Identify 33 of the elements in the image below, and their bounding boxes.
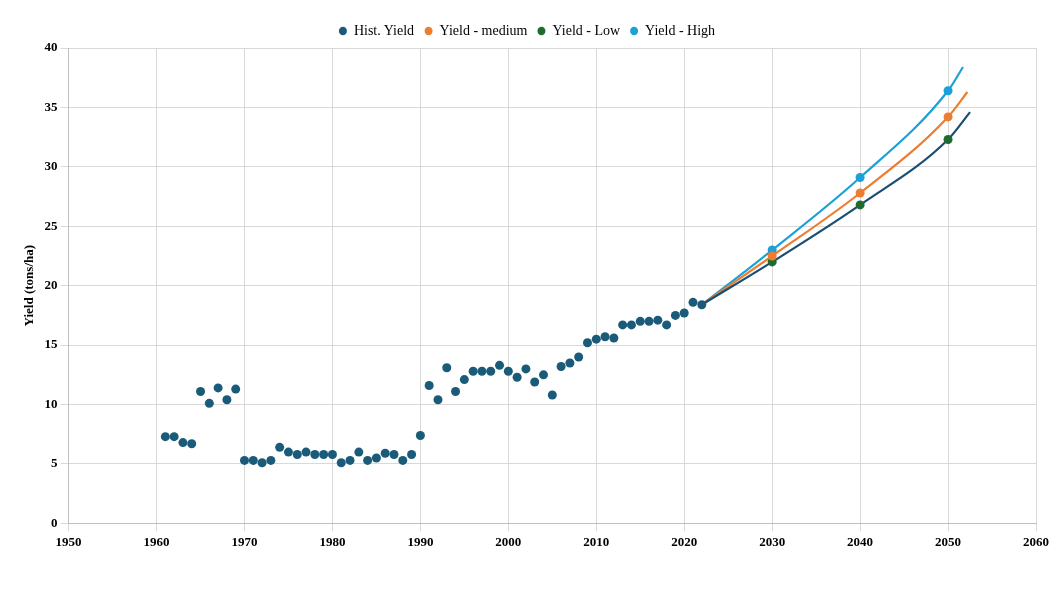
y-tick-label: 5 xyxy=(51,455,59,471)
y-tick-label: 40 xyxy=(44,39,58,55)
point xyxy=(943,135,953,145)
x-tick-label: 1970 xyxy=(231,533,258,549)
legend-label: Yield - medium xyxy=(439,22,528,38)
y-tick-label: 10 xyxy=(44,395,58,411)
x-tick-label: 2010 xyxy=(583,533,610,549)
x-tick-label: 2020 xyxy=(671,533,698,549)
x-tick-label: 1950 xyxy=(55,533,82,549)
point xyxy=(943,86,953,96)
point xyxy=(855,188,865,198)
y-tick-label: 20 xyxy=(44,277,58,293)
x-tick-label: 1990 xyxy=(407,533,434,549)
point xyxy=(943,112,953,122)
y-tick-label: 0 xyxy=(51,514,58,530)
y-tick-label: 25 xyxy=(44,217,59,233)
y-axis-title: Yield (tons/ha) xyxy=(21,244,37,327)
y-tick-label: 35 xyxy=(44,98,59,114)
x-tick-label: 2030 xyxy=(759,533,786,549)
legend-label: Hist. Yield xyxy=(353,22,415,38)
x-tick-label: 2050 xyxy=(935,533,962,549)
point xyxy=(855,200,865,210)
legend-label: Yield - Low xyxy=(552,22,621,38)
y-tick-label: 30 xyxy=(44,158,58,174)
legend-label: Yield - High xyxy=(645,22,716,38)
point xyxy=(767,251,777,261)
x-tick-label: 2060 xyxy=(1023,533,1049,549)
point xyxy=(855,173,865,183)
x-tick-label: 2040 xyxy=(847,533,874,549)
y-tick-label: 15 xyxy=(44,336,59,352)
x-tick-label: 1980 xyxy=(319,533,346,549)
x-tick-label: 2000 xyxy=(495,533,522,549)
x-tick-label: 1960 xyxy=(143,533,170,549)
